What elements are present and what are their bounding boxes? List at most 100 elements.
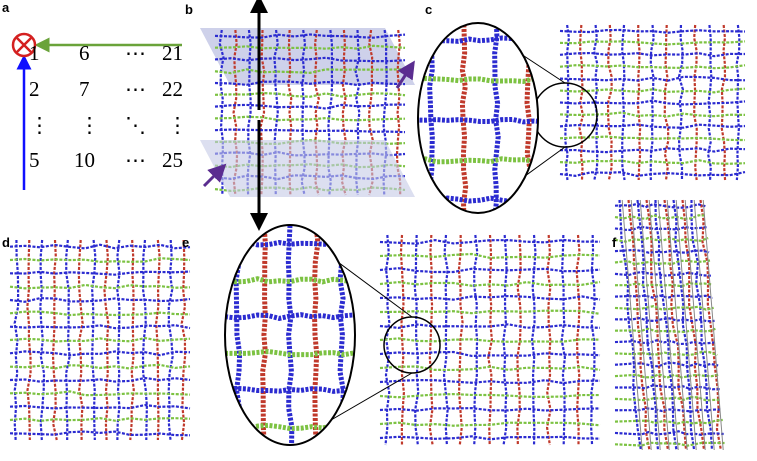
helix-horizontal — [379, 421, 601, 427]
helix-horizontal — [559, 99, 746, 106]
helix-horizontal — [614, 259, 711, 266]
helix-horizontal — [9, 270, 191, 276]
helix-horizontal — [379, 309, 601, 315]
helix-horizontal — [9, 257, 191, 263]
helix-horizontal — [614, 430, 724, 437]
helix-vertical — [545, 234, 552, 446]
helix-horizontal — [418, 35, 538, 45]
helix-vertical — [51, 239, 58, 441]
helix-horizontal — [614, 441, 725, 447]
helix-vertical — [575, 234, 581, 446]
helix-horizontal — [9, 350, 191, 357]
helix-grey — [648, 199, 670, 451]
purple-arrow — [202, 163, 227, 188]
panel-label-e: e — [182, 235, 190, 250]
helix-grey — [675, 199, 697, 451]
helix-vertical — [530, 234, 537, 446]
helix-horizontal — [214, 33, 406, 39]
matrix-cell: ⋯ — [125, 41, 146, 65]
helix-horizontal — [379, 280, 601, 287]
panel-label-b: b — [185, 2, 193, 17]
helix-vertical — [677, 24, 685, 181]
helix-horizontal — [614, 225, 708, 232]
helix-horizontal — [9, 403, 191, 410]
magnified-bg — [418, 23, 538, 213]
helix-grey — [666, 199, 688, 451]
helix-vertical — [516, 234, 522, 446]
helix-horizontal — [379, 407, 601, 412]
helix-horizontal — [614, 339, 717, 346]
helix-horizontal — [614, 237, 709, 243]
matrix-cell: 25 — [162, 148, 183, 172]
panel-label-d: d — [2, 235, 10, 250]
helix-horizontal — [214, 44, 406, 50]
helix-horizontal — [225, 312, 355, 322]
matrix-cell: ⋯ — [125, 148, 146, 172]
helix-vertical — [313, 29, 320, 196]
purple-arrow — [395, 60, 415, 89]
helix-horizontal — [379, 267, 601, 274]
helix-vertical — [699, 199, 723, 451]
helix-vertical — [627, 199, 651, 451]
helix-vertical — [592, 24, 599, 181]
helix-horizontal — [614, 294, 714, 300]
helix-horizontal — [559, 51, 746, 58]
helix-vertical — [690, 199, 714, 451]
circled-times-icon-cross — [16, 37, 32, 53]
helix-horizontal — [614, 213, 707, 220]
matrix-cell: 10 — [74, 148, 95, 172]
helix-grey — [639, 199, 661, 451]
helix-horizontal — [614, 384, 721, 391]
helix-vertical — [259, 29, 266, 196]
matrix-cell: 5 — [29, 148, 40, 172]
helix-horizontal — [225, 348, 355, 358]
helix-horizontal — [9, 324, 191, 330]
helix-horizontal — [379, 252, 601, 259]
helix-horizontal — [9, 283, 191, 290]
helix-vertical — [285, 225, 295, 445]
panel-label-a: a — [2, 0, 10, 15]
helix-horizontal — [559, 135, 746, 142]
helix-horizontal — [559, 170, 746, 178]
helix-vertical — [672, 199, 696, 451]
helix-horizontal — [379, 350, 601, 358]
matrix-cell: 2 — [29, 77, 40, 101]
helix-horizontal — [614, 361, 719, 368]
helix-vertical — [399, 234, 406, 446]
helix-horizontal — [9, 310, 191, 317]
helix-horizontal — [379, 435, 601, 441]
helix-vertical — [354, 29, 361, 196]
helix-horizontal — [9, 390, 191, 397]
helix-horizontal — [614, 248, 710, 254]
helix-vertical — [590, 234, 596, 446]
helix-horizontal — [614, 270, 711, 277]
helix-horizontal — [418, 195, 538, 205]
helix-vertical — [491, 23, 501, 213]
helix-vertical — [663, 199, 688, 451]
helix-vertical — [645, 199, 670, 451]
helix-vertical — [141, 239, 148, 441]
helix-horizontal — [379, 294, 601, 301]
panel-label-c: c — [425, 2, 433, 17]
helix-vertical — [218, 29, 225, 196]
bottom-plane — [200, 140, 415, 197]
helix-horizontal — [559, 75, 746, 82]
helix-horizontal — [559, 28, 746, 34]
helix-vertical — [287, 29, 293, 196]
helix-vertical — [459, 23, 469, 213]
helix-vertical — [693, 24, 698, 181]
helix-grey — [684, 199, 706, 451]
lattice-c — [559, 24, 746, 181]
matrix-cell: ⋯ — [125, 77, 146, 101]
helix-grey — [621, 199, 643, 451]
magnified-ellipse — [224, 224, 356, 446]
helix-horizontal — [9, 297, 191, 303]
panel-label-f: f — [612, 235, 617, 250]
helix-horizontal — [418, 116, 538, 125]
helix-grey — [702, 199, 724, 451]
matrix-cell: 6 — [79, 41, 90, 65]
helix-horizontal — [559, 87, 746, 94]
helix-vertical — [233, 225, 243, 445]
helix-horizontal — [214, 91, 406, 98]
